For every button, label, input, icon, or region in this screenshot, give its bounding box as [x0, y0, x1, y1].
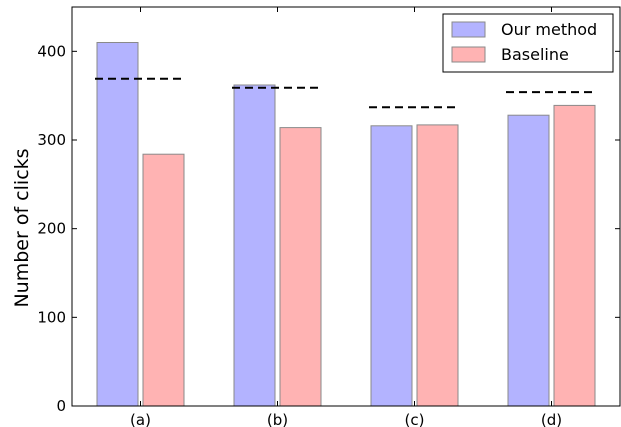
bar-baseline-3: [553, 104, 596, 407]
y-tick-label-1: 100: [37, 308, 66, 326]
legend: Our method Baseline: [442, 13, 614, 73]
bar-baseline-2: [416, 124, 459, 407]
bars-group: [96, 42, 596, 407]
legend-label-our-method: Our method: [501, 20, 597, 39]
y-tick-label-4: 400: [37, 42, 66, 60]
legend-swatch-baseline: [451, 46, 486, 63]
bar-baseline-1: [279, 127, 322, 407]
x-ticks-group: (a) (b) (c) (d): [130, 7, 562, 427]
y-axis-title-group: Number of clicks: [11, 148, 33, 307]
legend-label-baseline: Baseline: [501, 45, 569, 64]
bar-our-method-2: [370, 125, 413, 407]
bar-our-method-3: [507, 114, 550, 407]
y-tick-label-0: 0: [56, 397, 66, 415]
legend-swatch-our-method: [451, 21, 486, 38]
x-tick-label-3: (d): [541, 411, 562, 427]
plot-frame: [71, 6, 621, 407]
y-axis-title: Number of clicks: [11, 148, 33, 307]
y-ticks-group: 0 100 200 300 400: [37, 42, 620, 415]
bar-our-method-0: [96, 42, 139, 407]
reference-lines-group: [95, 77, 597, 109]
x-tick-label-0: (a): [130, 411, 151, 427]
bar-baseline-0: [142, 153, 185, 407]
x-tick-label-2: (c): [405, 411, 425, 427]
bar-our-method-1: [233, 84, 276, 407]
x-tick-label-1: (b): [267, 411, 288, 427]
y-tick-label-3: 300: [37, 131, 66, 149]
y-tick-label-2: 200: [37, 220, 66, 238]
